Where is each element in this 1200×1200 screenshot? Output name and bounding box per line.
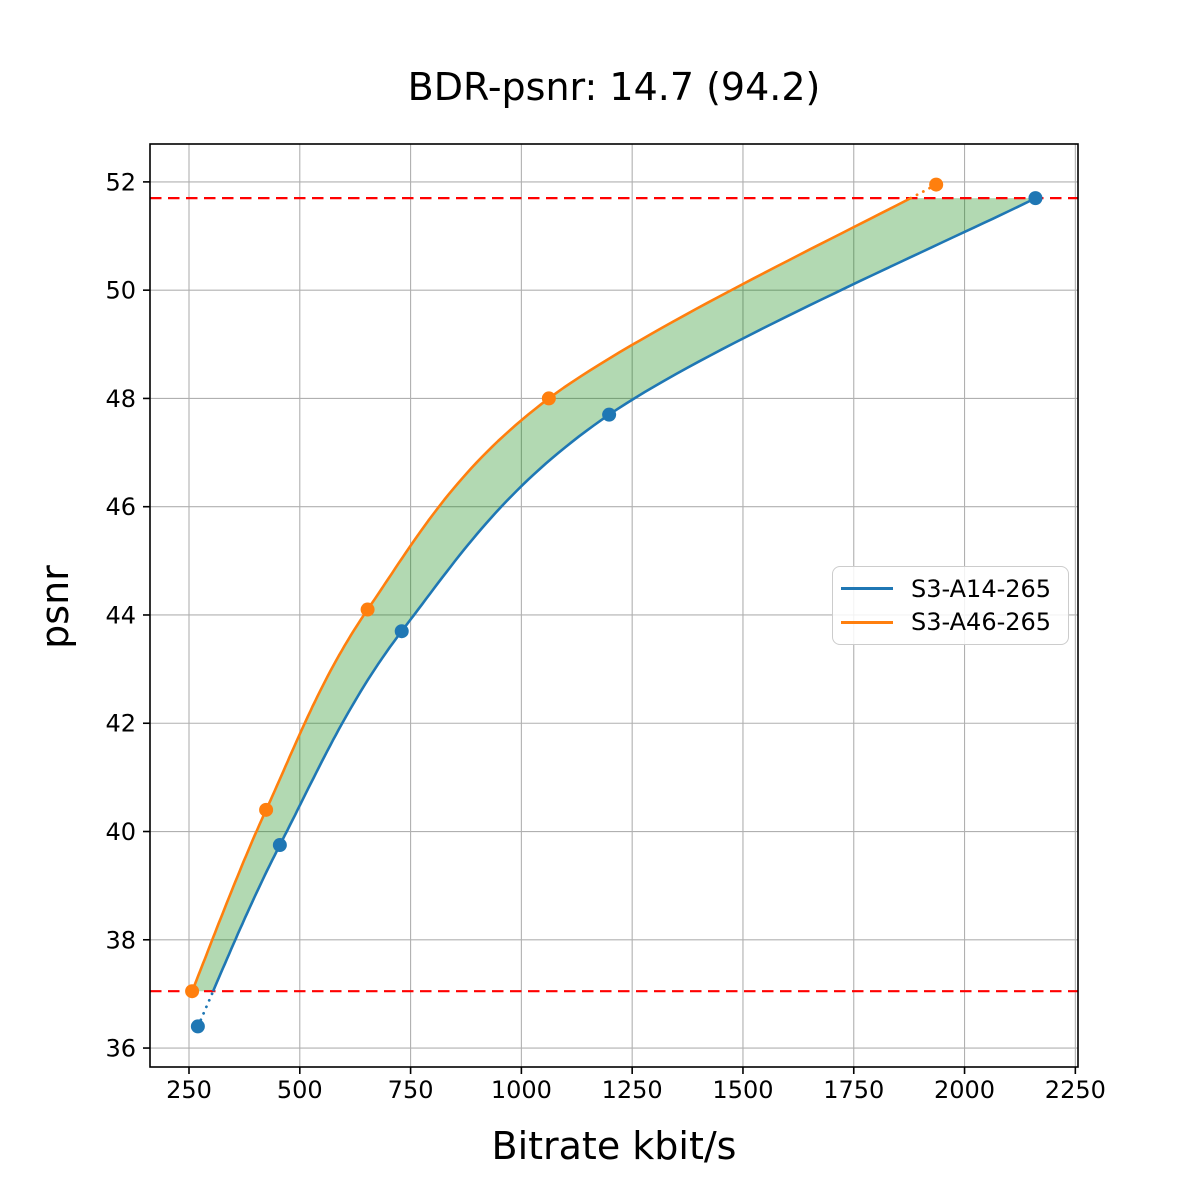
y-tick-label: 36 <box>105 1035 136 1063</box>
x-tick-label: 1500 <box>712 1076 773 1104</box>
x-tick-label: 1250 <box>602 1076 663 1104</box>
data-point-marker <box>360 602 375 617</box>
y-tick-label: 52 <box>105 168 136 196</box>
x-tick-label: 2250 <box>1045 1076 1106 1104</box>
legend-label: S3-A14-265 <box>911 574 1052 603</box>
data-point-marker <box>602 407 617 422</box>
legend-label: S3-A46-265 <box>911 608 1052 637</box>
y-axis-label: psnr <box>33 565 77 649</box>
reference-lines-layer <box>150 197 1078 993</box>
data-point-marker <box>272 838 287 853</box>
x-tick-label: 250 <box>166 1076 212 1104</box>
series-curve-s3-a14-265 <box>211 196 1037 992</box>
data-point-marker <box>185 984 200 999</box>
x-tick-label: 2000 <box>934 1076 995 1104</box>
tick-layer: 250 500 750 1000 1250 1500 1750 2000 2250 36 38 40 4… <box>105 168 1105 1104</box>
plot-border <box>149 143 1079 1068</box>
data-point-marker <box>394 624 409 639</box>
legend-line-swatch <box>841 587 893 591</box>
legend-entry: S3-A14-265 <box>841 575 1062 603</box>
y-tick-label: 42 <box>105 710 136 738</box>
chart-title: BDR-psnr: 14.7 (94.2) <box>407 65 821 109</box>
y-tick-label: 46 <box>105 493 136 521</box>
x-tick-label: 500 <box>277 1076 323 1104</box>
y-tick-label: 50 <box>105 277 136 305</box>
data-point-marker <box>190 1019 205 1034</box>
series-layer <box>190 183 1037 1028</box>
x-axis-label: Bitrate kbit/s <box>491 1124 737 1168</box>
x-tick-label: 1750 <box>823 1076 884 1104</box>
data-point-marker <box>259 802 274 817</box>
y-tick-label: 44 <box>105 601 136 629</box>
data-point-marker <box>1028 191 1043 206</box>
y-tick-label: 38 <box>105 926 136 954</box>
series-dotted-extension-s3-a46-265 <box>909 183 938 200</box>
legend-entry: S3-A46-265 <box>841 608 1062 636</box>
y-tick-label: 48 <box>105 385 136 413</box>
legend: S3-A14-265 S3-A46-265 <box>832 566 1069 645</box>
axes-layer <box>149 143 1079 1068</box>
data-point-marker <box>541 391 556 406</box>
x-tick-label: 750 <box>388 1076 434 1104</box>
y-tick-label: 40 <box>105 818 136 846</box>
marker-layer <box>185 177 1043 1034</box>
data-point-marker <box>929 177 944 192</box>
x-tick-label: 1000 <box>491 1076 552 1104</box>
legend-line-swatch <box>841 620 893 624</box>
series-curve-s3-a46-265 <box>190 196 912 992</box>
